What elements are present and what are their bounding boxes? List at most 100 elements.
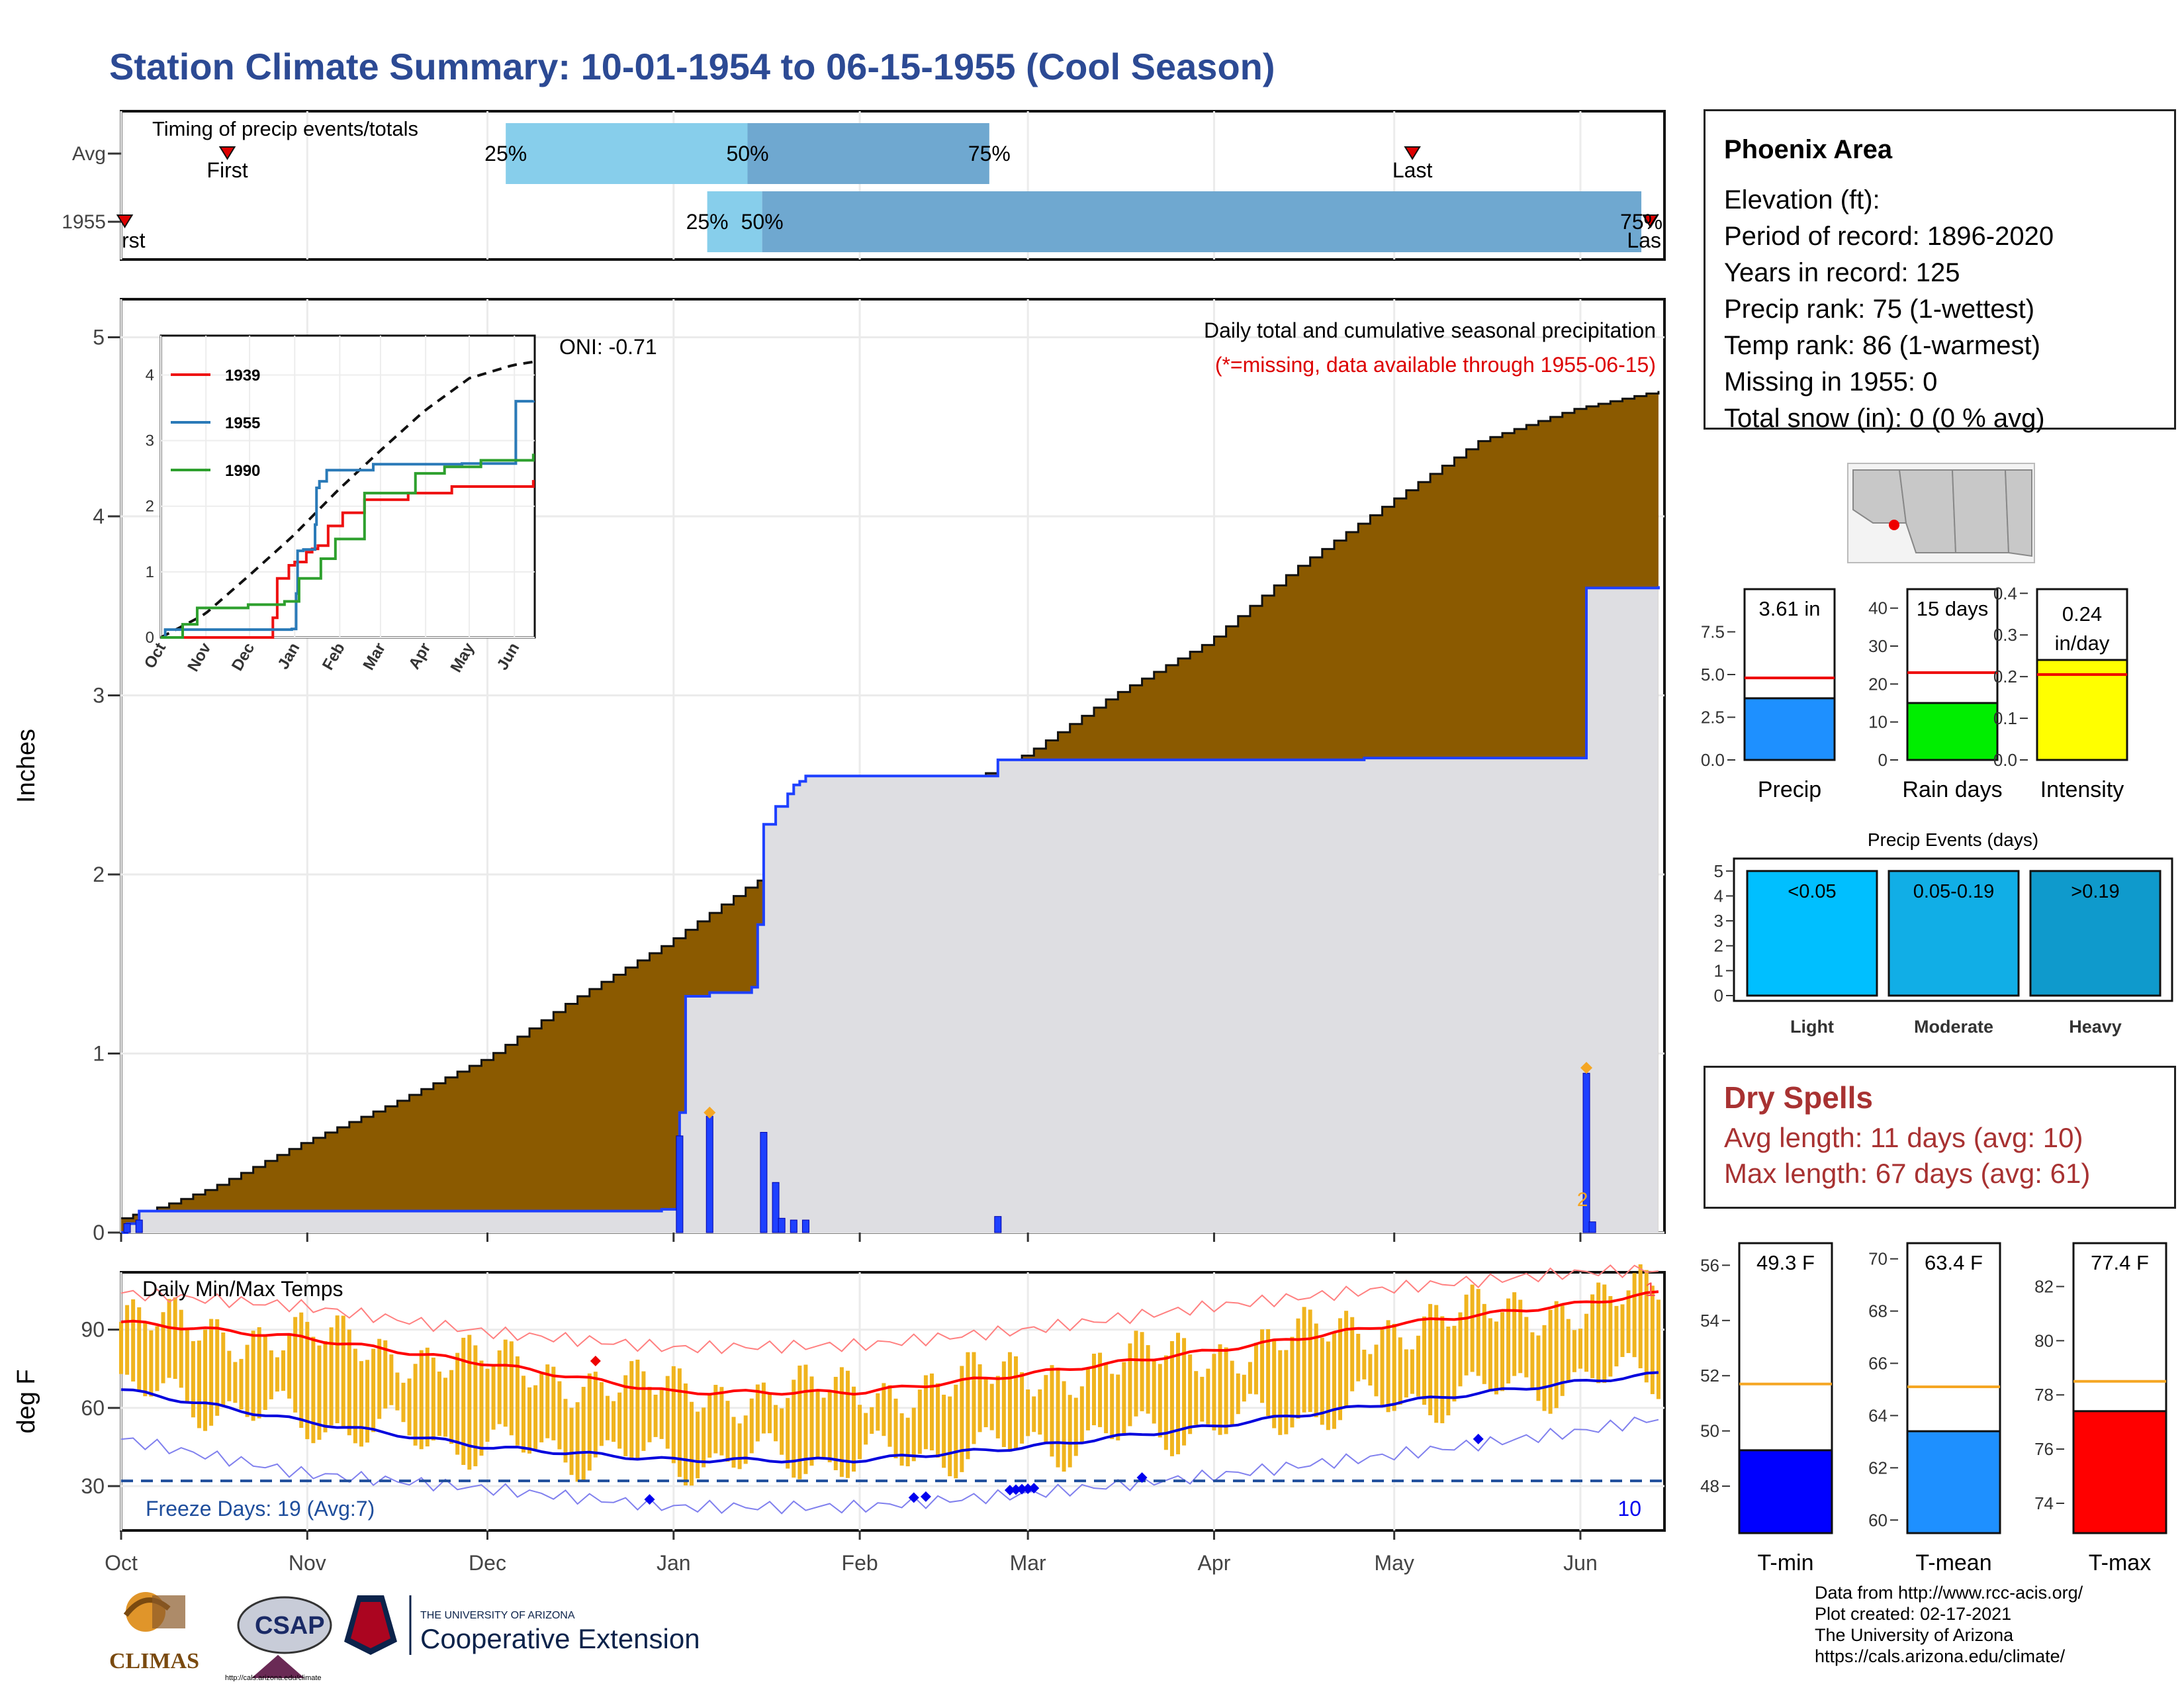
daily-temp-bar [641,1371,646,1451]
station-elevation: Elevation (ft): [1724,185,1880,214]
daily-temp-bar [131,1299,136,1382]
locator-map [1847,463,2035,563]
events-bin-label: 0.05-0.19 [1913,881,1995,902]
inset-average-line [160,360,534,639]
summary-y-tick-label: 30 [1868,636,1888,656]
csap-logo: CSAP http://cals.arizona.edu/climate [225,1596,332,1681]
daily-temp-bar [1032,1396,1036,1432]
summary-y-tick-label: 5.0 [1701,665,1725,684]
daily-temp-bar [1590,1294,1595,1378]
timing-marker-triangle [116,214,134,228]
daily-temp-bar [1548,1309,1553,1414]
events-y-tick-label: 1 [1714,961,1723,980]
events-bin-label: <0.05 [1788,881,1836,902]
inset-x-tick-label: Nov [184,639,214,675]
daily-temp-bar [845,1370,850,1478]
daily-temp-bar [713,1385,718,1454]
daily-temp-bar [1626,1290,1631,1354]
summary-y-tick-label: 0.0 [1993,750,2017,770]
summary-y-tick-label: 76 [2034,1439,2054,1459]
inset-x-tick-label: May [447,639,478,675]
daily-temp-bar [1188,1354,1193,1434]
daily-temp-bar [257,1327,261,1419]
daily-temp-bar [341,1315,345,1427]
normal-max-line [120,1290,1659,1396]
daily-temp-bar [485,1368,490,1442]
daily-temp-bar [978,1364,982,1432]
daily-temp-bar [767,1392,772,1434]
timing-marker-triangle [1404,146,1421,160]
daily-temp-bar [1044,1375,1048,1444]
timing-quantile-label: 50% [726,142,768,165]
month-x-tick-label: Feb [842,1551,878,1575]
daily-temp-bar [575,1402,580,1482]
daily-temp-bar [1296,1318,1300,1419]
record-low-diamond [920,1491,931,1502]
daily-temp-bar [1506,1298,1511,1383]
station-missing: Missing in 1955: 0 [1724,367,1938,397]
daily-temp-bar [371,1348,376,1432]
timing-quantile-label: 75% [1620,210,1662,234]
daily-temp-bar [1524,1317,1529,1378]
summary-y-tick-label: 40 [1868,598,1888,618]
daily-temp-bar [653,1394,658,1437]
daily-temp-bar [827,1391,832,1463]
credits: Data from http://www.rcc-acis.org/ Plot … [1815,1582,2083,1667]
daily-temp-bar [389,1354,394,1405]
credit-line-university: The University of Arizona [1815,1625,2014,1645]
daily-temp-bar [1350,1317,1355,1391]
inset-x-tick-label: Apr [405,640,434,673]
inset-y-tick-label: 2 [146,498,154,516]
events-category-label: Light [1790,1017,1834,1037]
daily-temp-bar [887,1385,892,1447]
daily-temp-bar [815,1391,820,1460]
daily-temp-bar [1326,1341,1330,1430]
daily-temp-bar [347,1329,351,1436]
summary-y-tick-label: 66 [1868,1354,1888,1374]
daily-temp-bar [239,1358,244,1410]
daily-temp-bar [882,1383,886,1436]
map-state-nm [1951,469,2010,553]
precip-marker-diamond [704,1106,716,1119]
daily-temp-bar [317,1345,322,1440]
daily-temp-bar [1163,1355,1168,1450]
daily-temp-bar [443,1378,447,1437]
precip-subtitle: (*=missing, data available through 1955-… [1215,353,1656,377]
daily-temp-bar [1212,1354,1216,1430]
daily-temp-bar [1194,1371,1199,1425]
csap-url: http://cals.arizona.edu/climate [225,1674,322,1681]
summary-y-tick-label: 2.5 [1701,708,1725,727]
summary-y-tick-label: 50 [1700,1421,1719,1441]
summary-box-value: 77.4 F [2091,1251,2149,1274]
summary-box-value: 3.61 in [1758,597,1820,620]
daily-temp-bar [1007,1352,1012,1452]
freeze-days-label: Freeze Days: 19 (Avg:7) [146,1497,375,1521]
daily-temp-bar [833,1376,838,1471]
daily-temp-bar [1476,1289,1480,1376]
daily-temp-bar [803,1364,808,1474]
daily-precip-bar [1588,1221,1596,1233]
daily-temp-bar [353,1348,357,1444]
daily-temp-bar [1512,1292,1517,1376]
daily-temp-bar [960,1366,964,1472]
summary-y-tick-label: 68 [1868,1301,1888,1321]
daily-temp-bar [323,1340,328,1432]
daily-temp-bar [774,1405,778,1442]
summary-y-tick-label: 7.5 [1701,622,1725,642]
map-state-ca [1852,469,1907,524]
summary-y-tick-label: 78 [2034,1385,2054,1405]
daily-temp-bar [1368,1354,1373,1386]
timing-last-label-1955: Las [1627,228,1661,252]
summary-y-tick-label: 0.1 [1993,708,2017,728]
daily-temp-bar [1410,1349,1414,1394]
summary-y-tick-label: 52 [1700,1366,1719,1385]
summary-category-label: T-min [1758,1550,1814,1575]
dry-spells-max: Max length: 67 days (avg: 61) [1724,1158,2091,1189]
summary-y-tick-label: 82 [2034,1276,2054,1296]
daily-temp-bar [917,1389,922,1454]
daily-temp-bar [599,1382,604,1446]
summary-y-tick-label: 74 [2034,1493,2054,1513]
daily-temp-bar [1542,1325,1547,1411]
daily-temp-bar [191,1341,195,1418]
